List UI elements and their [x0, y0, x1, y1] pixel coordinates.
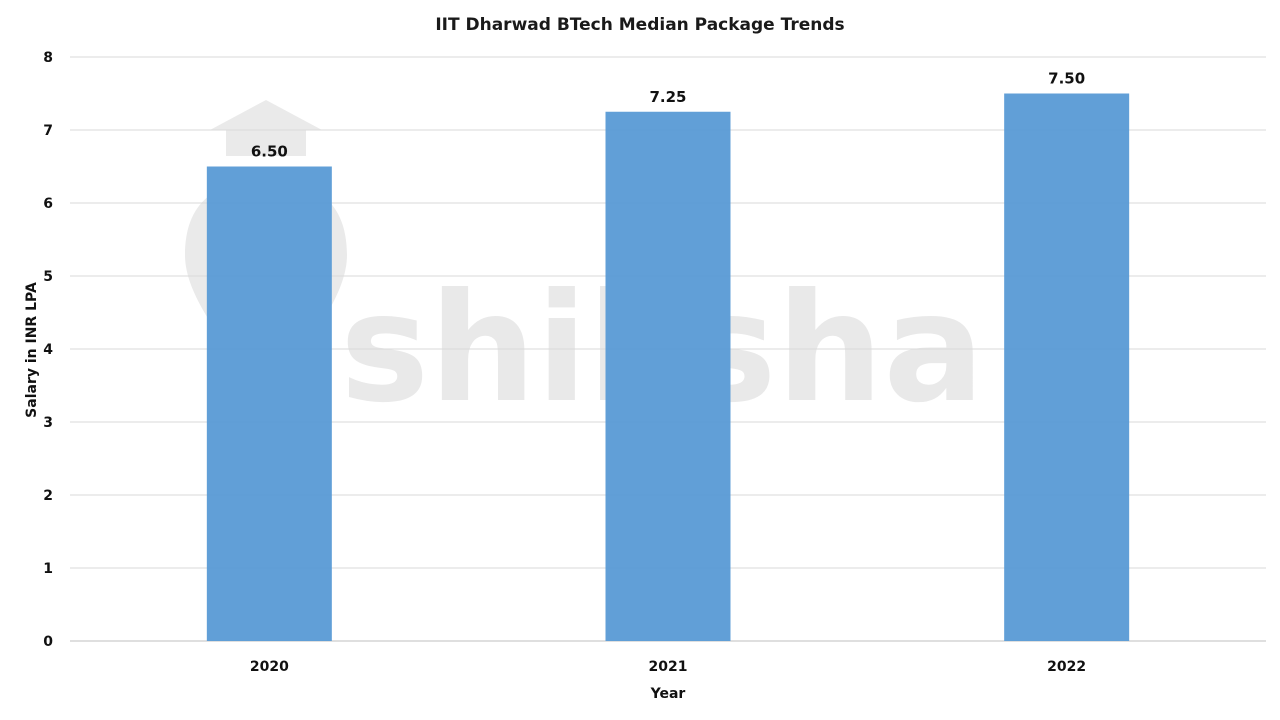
y-tick-label: 2 [43, 488, 53, 504]
data-labels: 6.50 7.25 7.50 [251, 70, 1085, 161]
y-tick-label: 8 [43, 50, 53, 66]
y-axis-label: Salary in INR LPA [24, 282, 40, 418]
bar-2021 [605, 111, 731, 641]
y-tick-label: 5 [43, 269, 53, 285]
x-tick-label-2020: 2020 [250, 659, 289, 675]
chart-title: IIT Dharwad BTech Median Package Trends [435, 15, 844, 35]
y-axis-ticks: 0 1 2 3 4 5 6 7 8 [43, 50, 53, 650]
x-tick-label-2021: 2021 [649, 659, 688, 675]
y-tick-label: 3 [43, 415, 53, 431]
data-label-2021: 7.25 [649, 88, 686, 106]
y-tick-label: 1 [43, 561, 53, 577]
y-tick-label: 0 [43, 634, 53, 650]
y-tick-label: 4 [43, 342, 53, 358]
bar-2020 [206, 166, 332, 641]
x-axis-label: Year [650, 686, 686, 702]
y-tick-label: 7 [43, 123, 53, 139]
bar-2022 [1004, 93, 1130, 641]
data-label-2020: 6.50 [251, 143, 288, 161]
data-label-2022: 7.50 [1048, 70, 1085, 88]
x-tick-label-2022: 2022 [1047, 659, 1086, 675]
y-tick-label: 6 [43, 196, 53, 212]
x-axis-ticks: 2020 2021 2022 [250, 659, 1086, 675]
bar-series [206, 93, 1130, 641]
